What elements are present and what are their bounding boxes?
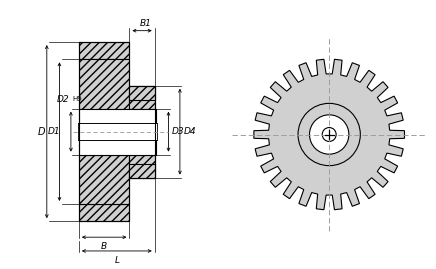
Text: D2: D2 (57, 95, 70, 104)
Text: H9: H9 (72, 96, 82, 102)
Text: D: D (37, 127, 45, 137)
Text: D1: D1 (48, 127, 60, 136)
Bar (79, 155, 129, 204)
Text: L: L (114, 256, 119, 264)
Bar (78, 123, 157, 140)
Bar (79, 59, 129, 109)
Circle shape (298, 103, 360, 166)
Bar (129, 86, 155, 109)
Bar (129, 155, 155, 178)
Polygon shape (254, 59, 405, 210)
Bar (79, 204, 129, 221)
Bar (79, 42, 129, 59)
Bar (79, 109, 156, 155)
Circle shape (322, 128, 336, 141)
Bar (129, 164, 155, 178)
Text: B: B (101, 242, 107, 251)
Circle shape (310, 115, 349, 154)
Text: D4: D4 (184, 127, 196, 136)
Bar (129, 86, 155, 100)
Text: D3: D3 (172, 127, 184, 136)
Text: B1: B1 (140, 19, 151, 28)
